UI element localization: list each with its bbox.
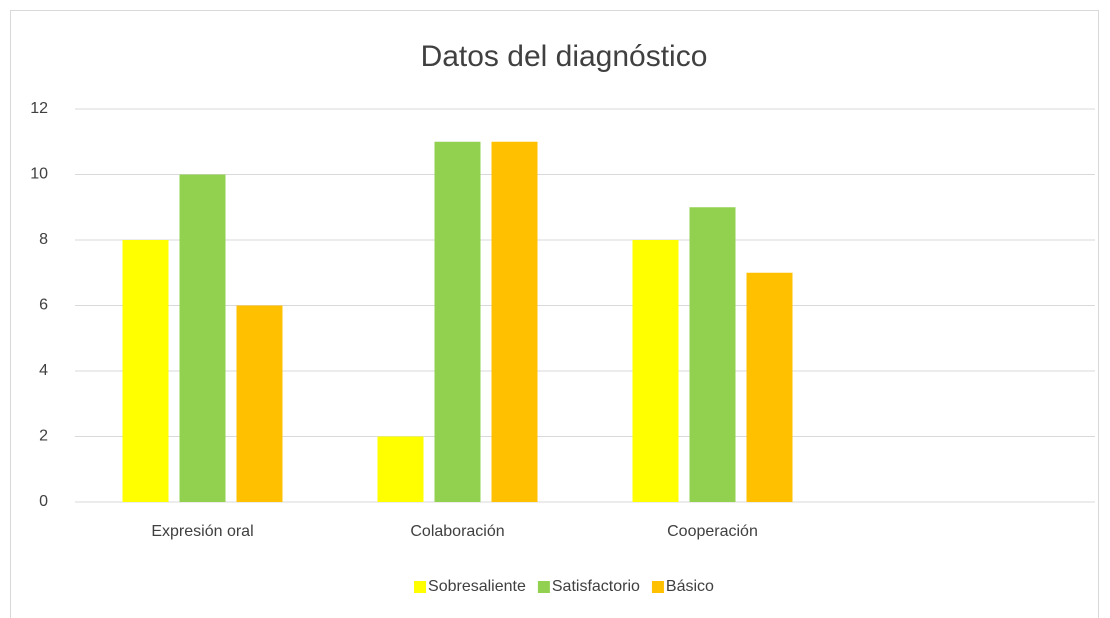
y-tick-label: 12 — [30, 100, 48, 117]
bar — [632, 240, 679, 502]
bar — [179, 174, 226, 502]
y-tick-label: 0 — [39, 493, 48, 510]
bar — [122, 240, 169, 502]
y-tick-label: 2 — [39, 428, 48, 445]
legend-swatch — [651, 581, 664, 593]
legend-swatch — [414, 581, 427, 593]
legend-label: Básico — [666, 578, 714, 595]
legend-label: Satisfactorio — [552, 578, 640, 595]
y-tick-label: 4 — [39, 362, 48, 379]
x-tick-label: Expresión oral — [151, 523, 253, 540]
bar — [689, 207, 736, 502]
bar — [746, 272, 793, 502]
bar — [236, 305, 283, 502]
y-tick-label: 10 — [30, 166, 48, 183]
x-tick-label: Colaboración — [410, 523, 504, 540]
bar — [377, 436, 424, 502]
y-tick-label: 6 — [39, 297, 48, 314]
y-tick-label: 8 — [39, 231, 48, 248]
x-tick-label: Cooperación — [667, 523, 758, 540]
legend-swatch — [537, 581, 550, 593]
bar — [434, 141, 481, 502]
legend-label: Sobresaliente — [428, 578, 526, 595]
chart-title: Datos del diagnóstico — [421, 40, 708, 73]
bar — [491, 141, 538, 502]
